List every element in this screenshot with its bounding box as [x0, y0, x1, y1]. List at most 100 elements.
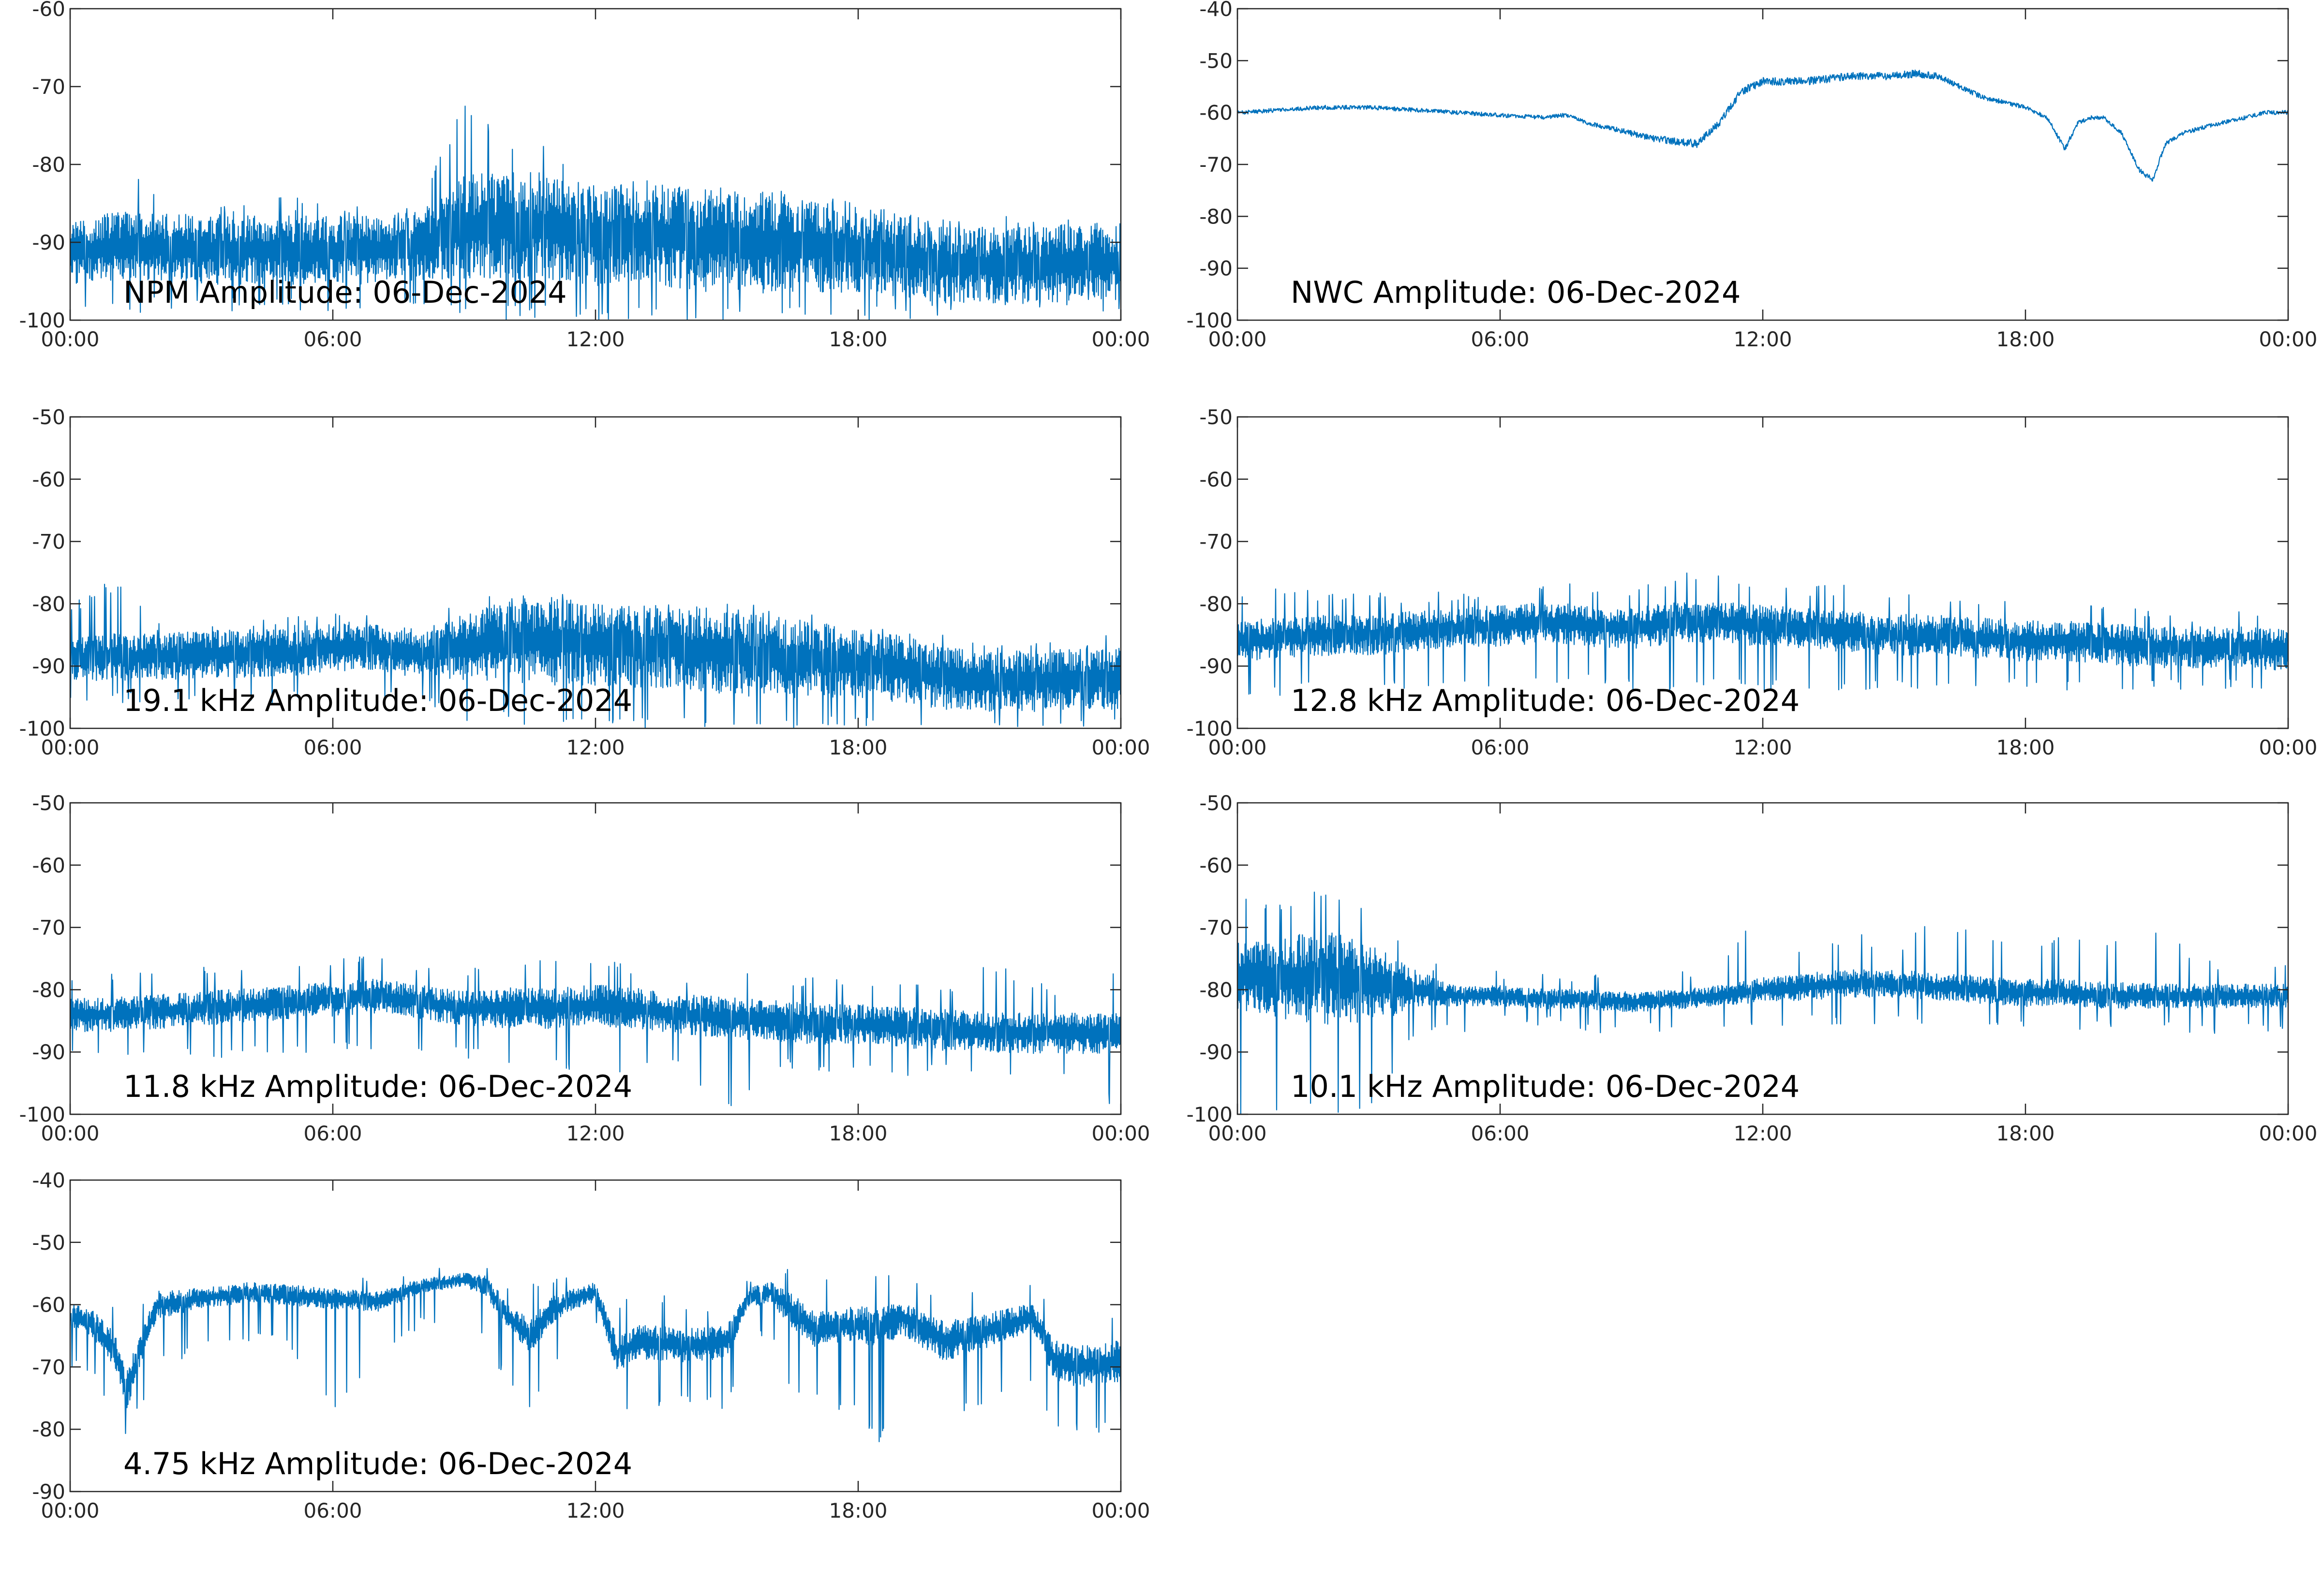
x-tick-label: 18:00: [829, 1122, 887, 1145]
x-tick-label: 18:00: [829, 736, 887, 759]
y-tick-label: -60: [1199, 468, 1233, 491]
x-tick-label: 18:00: [1996, 327, 2054, 351]
x-tick-label: 06:00: [303, 1122, 362, 1145]
y-tick-label: -80: [1199, 592, 1233, 616]
x-tick-label: 00:00: [1091, 327, 1150, 351]
x-tick-label: 18:00: [829, 1499, 887, 1522]
x-tick-label: 00:00: [2259, 1122, 2317, 1145]
x-tick-label: 00:00: [41, 1122, 99, 1145]
x-tick-label: 00:00: [41, 736, 99, 759]
panel-title: 10.1 kHz Amplitude: 06-Dec-2024: [1291, 1069, 1800, 1104]
y-tick-label: -70: [32, 916, 65, 940]
y-tick-label: -40: [32, 1168, 65, 1192]
x-tick-label: 00:00: [1091, 736, 1150, 759]
y-tick-label: -70: [1199, 153, 1233, 177]
y-tick-label: -50: [32, 1231, 65, 1255]
y-tick-label: -50: [1199, 791, 1233, 815]
y-tick-label: -80: [1199, 205, 1233, 228]
y-tick-label: -50: [32, 791, 65, 815]
x-tick-label: 18:00: [1996, 736, 2054, 759]
x-tick-label: 12:00: [1733, 1122, 1792, 1145]
x-tick-label: 12:00: [566, 736, 625, 759]
x-tick-label: 06:00: [1471, 327, 1529, 351]
x-tick-label: 12:00: [1733, 736, 1792, 759]
x-tick-label: 12:00: [566, 1499, 625, 1522]
y-tick-label: -90: [32, 1480, 65, 1504]
y-tick-label: -100: [19, 717, 65, 740]
y-tick-label: -60: [1199, 101, 1233, 125]
y-tick-label: -100: [1187, 309, 1233, 332]
x-tick-label: 06:00: [1471, 736, 1529, 759]
x-tick-label: 00:00: [1091, 1499, 1150, 1522]
panel-title: 12.8 kHz Amplitude: 06-Dec-2024: [1291, 683, 1800, 718]
y-tick-label: -100: [19, 1103, 65, 1126]
y-tick-label: -70: [1199, 530, 1233, 554]
series-trace: [70, 584, 1121, 728]
panel-title: 4.75 kHz Amplitude: 06-Dec-2024: [123, 1446, 632, 1481]
x-tick-label: 00:00: [41, 1499, 99, 1522]
series-trace: [70, 105, 1121, 320]
y-tick-label: -70: [1199, 916, 1233, 940]
x-tick-label: 12:00: [566, 1122, 625, 1145]
y-tick-label: -90: [1199, 257, 1233, 281]
x-tick-label: 12:00: [566, 327, 625, 351]
y-tick-label: -90: [1199, 654, 1233, 678]
y-tick-label: -70: [32, 75, 65, 99]
x-tick-label: 12:00: [1733, 327, 1792, 351]
plot-frame: [1236, 8, 2289, 321]
plot-frame: [1236, 802, 2289, 1115]
x-tick-label: 18:00: [829, 327, 887, 351]
x-tick-label: 00:00: [41, 327, 99, 351]
panel-title: 11.8 kHz Amplitude: 06-Dec-2024: [123, 1069, 632, 1104]
y-tick-label: -90: [32, 654, 65, 678]
x-tick-label: 06:00: [303, 327, 362, 351]
x-tick-label: 00:00: [1091, 1122, 1150, 1145]
y-tick-label: -80: [32, 592, 65, 616]
y-tick-label: -60: [32, 468, 65, 491]
panel-title: NWC Amplitude: 06-Dec-2024: [1291, 275, 1741, 310]
y-tick-label: -70: [32, 530, 65, 554]
plot-frame: [69, 802, 1122, 1115]
y-tick-label: -60: [32, 0, 65, 21]
series-trace: [1237, 891, 2288, 1114]
series-trace: [70, 1268, 1121, 1442]
x-tick-label: 06:00: [303, 736, 362, 759]
series-trace: [1237, 69, 2288, 182]
y-tick-label: -90: [32, 1040, 65, 1064]
y-tick-label: -100: [1187, 717, 1233, 740]
series-trace: [1237, 572, 2288, 696]
y-tick-label: -70: [32, 1355, 65, 1379]
y-tick-label: -100: [1187, 1103, 1233, 1126]
y-tick-label: -60: [32, 1293, 65, 1317]
series-trace: [70, 956, 1121, 1107]
y-tick-label: -90: [32, 231, 65, 254]
panel-title: 19.1 kHz Amplitude: 06-Dec-2024: [123, 683, 632, 718]
x-tick-label: 18:00: [1996, 1122, 2054, 1145]
y-tick-label: -80: [32, 978, 65, 1002]
x-tick-label: 00:00: [1208, 1122, 1266, 1145]
x-tick-label: 00:00: [2259, 327, 2317, 351]
y-tick-label: -50: [1199, 49, 1233, 73]
x-tick-label: 00:00: [1208, 736, 1266, 759]
y-tick-label: -60: [32, 854, 65, 877]
y-tick-label: -80: [32, 153, 65, 177]
y-tick-label: -80: [32, 1418, 65, 1441]
y-tick-label: -40: [1199, 0, 1233, 21]
panel-title: NPM Amplitude: 06-Dec-2024: [123, 275, 567, 310]
y-tick-label: -100: [19, 309, 65, 332]
x-tick-label: 06:00: [303, 1499, 362, 1522]
x-tick-label: 06:00: [1471, 1122, 1529, 1145]
y-tick-label: -60: [1199, 854, 1233, 877]
y-tick-label: -90: [1199, 1040, 1233, 1064]
y-tick-label: -80: [1199, 978, 1233, 1002]
x-tick-label: 00:00: [1208, 327, 1266, 351]
y-tick-label: -50: [1199, 405, 1233, 429]
